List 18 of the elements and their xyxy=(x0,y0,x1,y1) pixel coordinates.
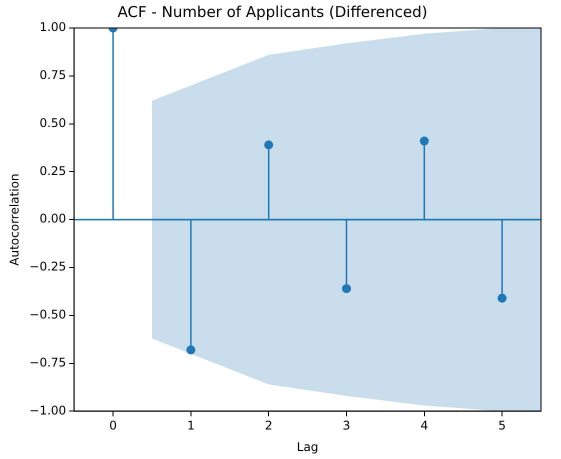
x-tick-label: 0 xyxy=(109,418,117,433)
y-tick-label: −0.75 xyxy=(29,355,66,370)
x-tick-label: 5 xyxy=(498,418,506,433)
y-axis-title: Autocorrelation xyxy=(7,173,22,266)
y-tick-label: 0.75 xyxy=(39,68,66,82)
y-tick-label: 0.25 xyxy=(39,164,66,178)
y-tick-label: 1.00 xyxy=(39,20,66,34)
y-tick-label: −1.00 xyxy=(29,403,66,418)
x-tick-label: 2 xyxy=(264,418,273,433)
y-tick-label: −0.25 xyxy=(29,260,66,274)
y-tick-label: 0.00 xyxy=(39,212,66,226)
x-axis-title: Lag xyxy=(296,440,318,454)
x-tick-label: 3 xyxy=(342,418,350,433)
y-tick-label: −0.50 xyxy=(29,308,66,322)
chart-title: ACF - Number of Applicants (Differenced) xyxy=(118,2,428,21)
y-tick-label: 0.50 xyxy=(39,116,66,130)
x-tick-label: 4 xyxy=(420,418,428,433)
x-tick-label: 1 xyxy=(187,418,195,433)
